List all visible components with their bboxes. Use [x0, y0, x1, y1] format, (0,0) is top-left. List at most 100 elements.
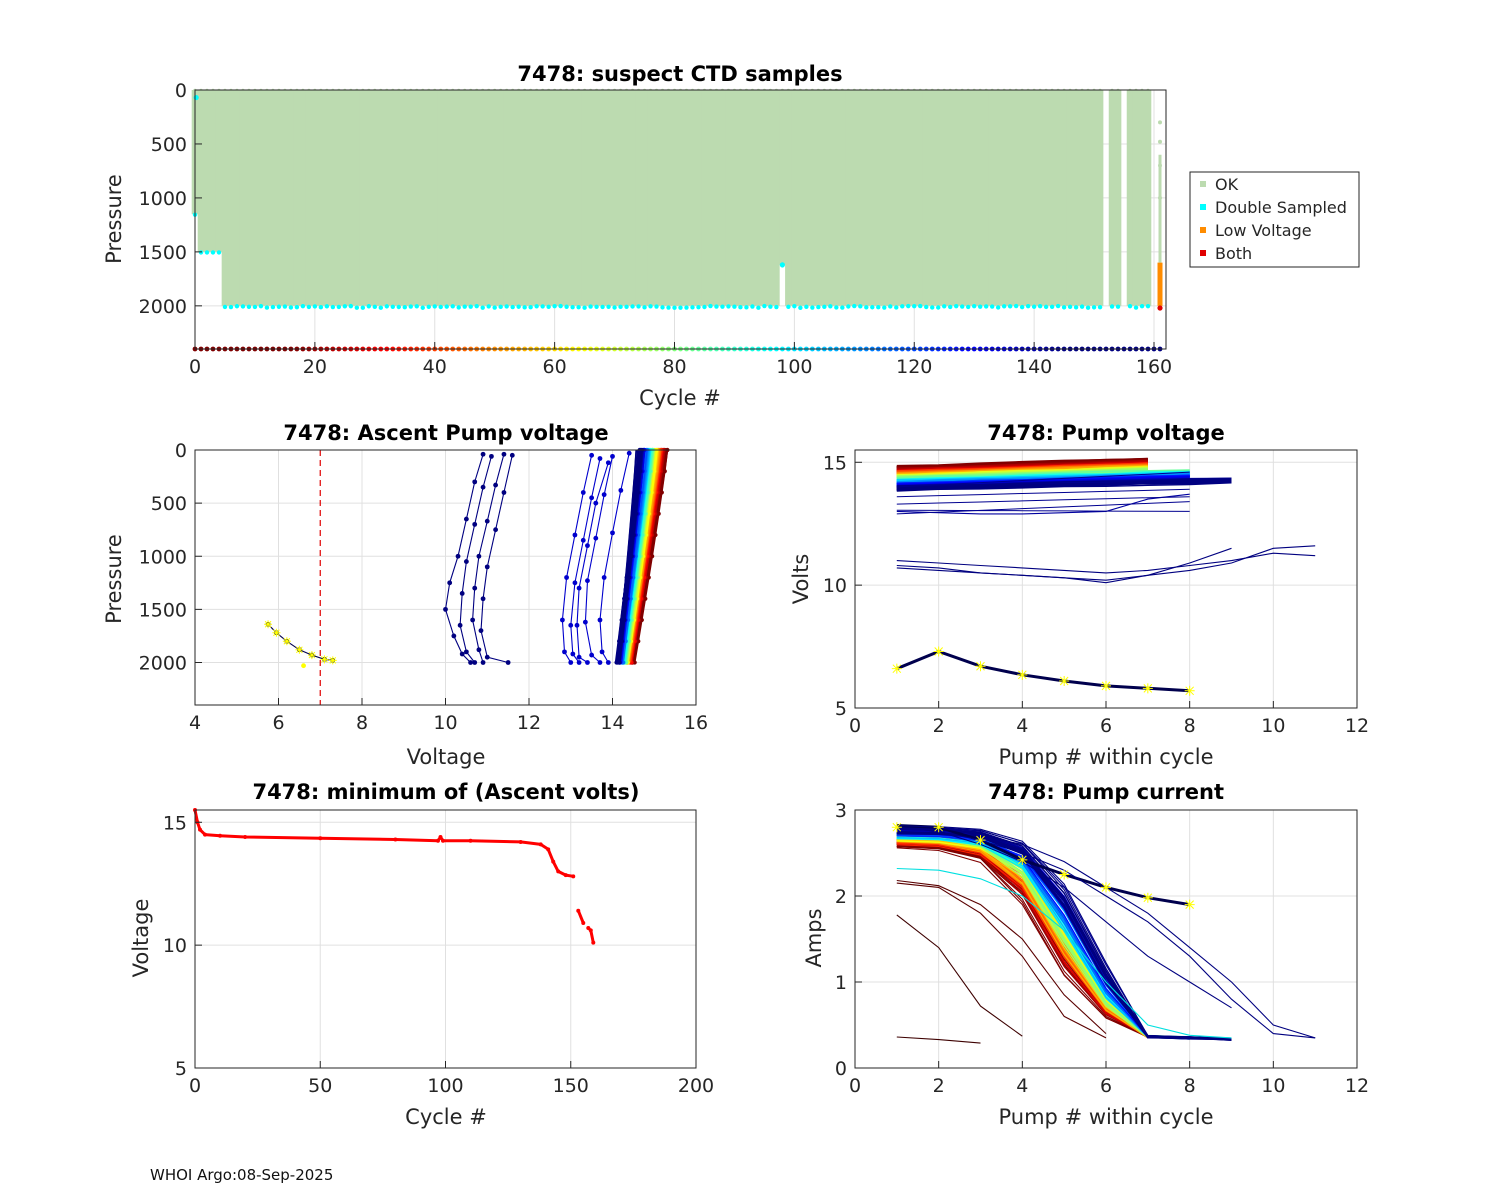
ok-sample-point: [912, 88, 917, 94]
ok-sample-point: [594, 88, 599, 94]
ok-sample-point: [348, 88, 354, 94]
ascent-sample-point: [605, 660, 611, 665]
min-voltage-point: [563, 873, 568, 878]
ok-profile-column: [916, 90, 924, 306]
ok-profile-column: [791, 90, 798, 306]
ok-profile-column: [821, 90, 828, 306]
double-sampled-point: [1109, 304, 1115, 309]
legend-ok-label: OK: [1215, 175, 1239, 194]
ascent-ytick-label: 500: [151, 493, 187, 515]
double-sampled-point: [936, 305, 941, 310]
ok-sample-point: [234, 88, 240, 94]
ascent-sample-point: [576, 585, 582, 591]
legend-ok-marker: [1200, 181, 1206, 187]
min-voltage-point: [556, 869, 561, 874]
double-sampled-point: [534, 304, 539, 309]
ok-sample-point: [1013, 88, 1019, 94]
ascent-sample-point: [480, 660, 486, 665]
pump-current-marker: [1184, 899, 1195, 910]
ok-profile-column: [527, 90, 534, 306]
ascent-sample-point: [493, 527, 498, 533]
ascent-sample-point: [472, 585, 478, 591]
ok-profile-column: [395, 90, 403, 306]
double-sampled-point: [288, 305, 294, 310]
double-sampled-point: [846, 304, 851, 309]
pumpcurrent-ytick-label: 3: [835, 800, 847, 822]
double-sampled-point: [600, 304, 605, 310]
ok-profile-column: [473, 90, 481, 306]
pumpvolt-xtick-label: 10: [1261, 715, 1285, 737]
pumpcurrent-ylabel: Amps: [802, 908, 826, 967]
ok-profile-column: [563, 90, 570, 306]
pumpcurrent-title: 7478: Pump current: [988, 780, 1224, 804]
double-sampled-point: [1025, 303, 1031, 309]
ok-profile-column: [1138, 90, 1146, 306]
ok-sample-point: [888, 88, 893, 94]
ctd-ytick-label: 1000: [139, 188, 187, 210]
pump-voltage-marker: [975, 661, 986, 672]
ok-sample-point: [432, 88, 437, 94]
ok-profile-column: [1090, 90, 1098, 306]
ok-sample-point: [522, 88, 527, 94]
double-sampled-point: [342, 304, 348, 309]
ok-profile-column: [299, 90, 307, 306]
ok-profile-column: [617, 90, 624, 306]
double-sampled-point: [786, 304, 791, 310]
double-sampled-point: [971, 303, 977, 309]
double-sampled-point: [828, 304, 833, 309]
ok-profile-column: [605, 90, 612, 306]
minvolt-ytick-label: 10: [163, 935, 187, 957]
ascent-sample-point: [626, 450, 632, 456]
double-sampled-point: [822, 304, 827, 310]
ok-profile-column: [695, 90, 702, 306]
pump-current-marker: [1017, 854, 1028, 865]
ok-profile-column: [1036, 90, 1044, 306]
ok-sample-point: [270, 88, 276, 94]
ok-sample-point: [438, 88, 443, 94]
legend-low-marker: [1200, 227, 1206, 233]
min-voltage-point: [581, 921, 586, 926]
ok-sample-point: [810, 88, 815, 94]
double-sampled-point: [1091, 305, 1097, 310]
ok-profile-column: [922, 90, 930, 306]
ok-sample-point: [1127, 88, 1133, 94]
ok-profile-column: [958, 90, 966, 306]
ascent-sample-point: [472, 479, 478, 485]
ascent-profile-line: [472, 454, 505, 663]
ok-profile-column: [946, 90, 954, 306]
double-sampled-point: [282, 304, 288, 309]
ok-sample-point: [510, 88, 515, 94]
ok-sample-point: [954, 88, 959, 94]
min-voltage-point: [393, 837, 398, 842]
double-sampled-point: [546, 304, 551, 310]
double-sampled-point: [498, 304, 503, 310]
ascent-sample-point: [585, 660, 590, 665]
double-sampled-point: [942, 304, 947, 309]
ascent-sample-point: [610, 453, 615, 459]
double-sampled-point: [618, 304, 623, 310]
ascent-profile-line: [615, 449, 641, 663]
pumpvolt-ylabel: Volts: [789, 554, 813, 605]
pump-voltage-line: [896, 477, 1232, 488]
ok-sample-point: [900, 88, 905, 94]
double-sampled-point: [438, 304, 443, 310]
ascent-sample-point: [593, 535, 599, 541]
pumpvolt-xtick-label: 4: [1016, 715, 1028, 737]
ascent-sample-point: [568, 660, 574, 665]
double-sampled-point: [882, 305, 887, 310]
ascent-sample-point: [605, 460, 611, 466]
ok-sample-point: [995, 88, 1001, 94]
double-sampled-point: [528, 304, 533, 310]
double-sampled-point: [894, 305, 899, 310]
double-sampled-point: [324, 304, 330, 309]
ok-profile-column: [839, 90, 846, 306]
double-sampled-point: [354, 305, 360, 310]
double-sampled-point: [924, 304, 929, 310]
ctd-xlabel: Cycle #: [639, 386, 721, 410]
ok-profile-column: [1060, 90, 1068, 306]
ok-profile-column: [293, 90, 301, 306]
ok-profile-column: [533, 90, 540, 306]
ascent-sample-point: [463, 516, 469, 522]
ok-sample-point: [852, 88, 857, 94]
double-sampled-point: [246, 304, 252, 310]
